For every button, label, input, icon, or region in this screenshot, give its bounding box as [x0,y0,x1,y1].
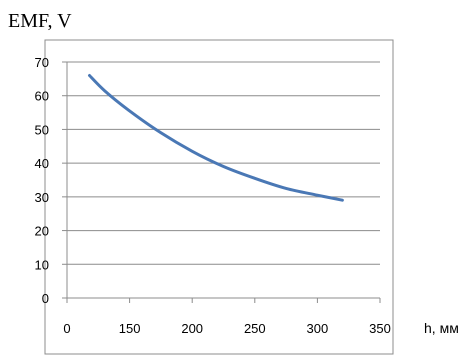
x-tick-label: 350 [369,321,391,336]
x-tick-label: 300 [307,321,329,336]
y-tick-label: 50 [35,122,49,137]
y-tick-label: 70 [35,55,49,70]
x-axis-title: h, мм [424,320,459,336]
x-tick-label: 200 [181,321,203,336]
y-axis-title: EMF, V [8,10,72,32]
y-tick-label: 0 [42,291,49,306]
series-layer [88,74,344,202]
tick-labels: 0 10 20 30 40 50 60 70 0 150 200 250 300 350 [35,55,391,336]
y-tick-label: 60 [35,89,49,104]
axes [62,61,381,303]
series-line-0 [88,74,344,202]
y-tick-label: 20 [35,224,49,239]
y-tick-label: 40 [35,156,49,171]
x-tick-label: 150 [119,321,141,336]
x-tick-label: 250 [244,321,266,336]
y-tick-label: 30 [35,190,49,205]
x-tick-label: 0 [63,321,70,336]
grid-lines [67,61,380,265]
y-tick-label: 10 [35,257,49,272]
